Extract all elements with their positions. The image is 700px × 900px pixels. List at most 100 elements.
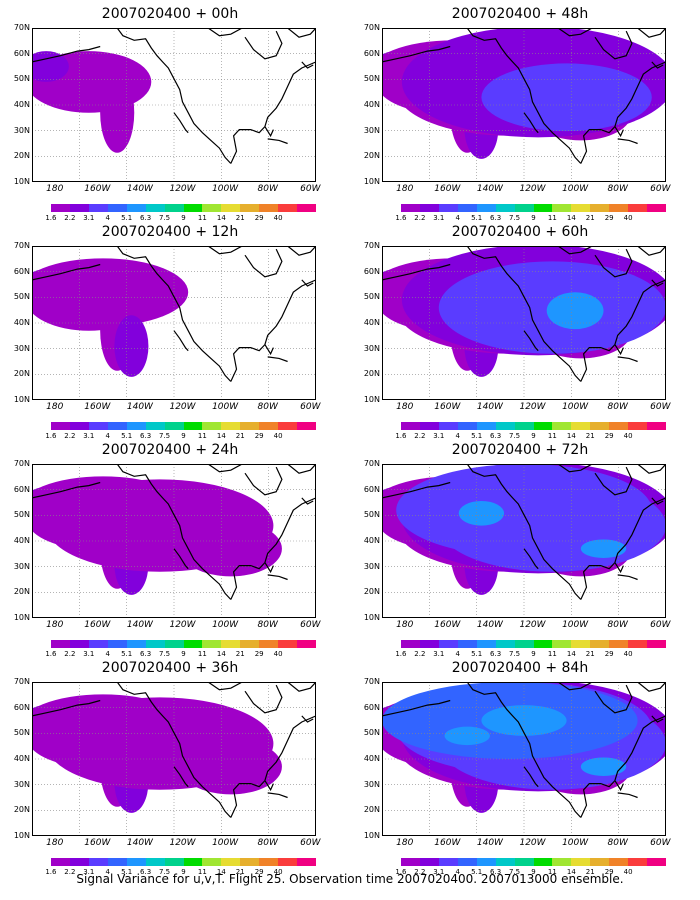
coastline: [173, 112, 189, 134]
colorbar-label: 14: [566, 432, 576, 440]
colorbar-swatch: [552, 204, 572, 212]
colorbar-swatch: [202, 422, 222, 430]
lon-label: 60W: [300, 620, 321, 630]
coastline: [244, 684, 283, 714]
colorbar-label: 40: [273, 650, 283, 658]
panel-title: 2007020400 + 36h: [101, 660, 239, 676]
lat-label: 60N: [13, 702, 30, 712]
colorbar-swatch: [107, 858, 127, 866]
coastline: [614, 562, 624, 574]
colorbar-label: 4: [455, 650, 460, 658]
colorbar-swatch: [297, 422, 317, 430]
colorbar-label: 3.1: [83, 650, 95, 658]
coastline: [523, 766, 539, 788]
colorbar-swatch: [552, 858, 572, 866]
panel-title: 2007020400 + 48h: [451, 6, 589, 22]
colorbar-swatch: [278, 422, 298, 430]
colorbar-swatch: [647, 204, 667, 212]
colorbar-label: 3.1: [433, 650, 445, 658]
colorbar-swatch: [126, 204, 146, 212]
coastline: [32, 45, 101, 63]
lat-label: 20N: [13, 151, 30, 161]
coastline: [382, 45, 451, 63]
lat-label: 50N: [363, 510, 380, 520]
lon-label: 140W: [476, 402, 503, 412]
colorbar-swatch: [202, 640, 222, 648]
colorbar-swatch: [164, 640, 184, 648]
colorbar-swatch: [533, 422, 553, 430]
coastline: [264, 562, 274, 574]
colorbar-label: 1.6: [395, 868, 407, 876]
colorbar-swatch: [221, 422, 241, 430]
coastline: [466, 246, 582, 382]
coastline: [382, 481, 451, 499]
coastline: [32, 263, 101, 281]
colorbar-swatch: [240, 640, 260, 648]
colorbar-swatch: [259, 422, 279, 430]
lat-label: 30N: [13, 125, 30, 135]
coastline: [617, 792, 638, 799]
colorbar-label: 4: [105, 650, 110, 658]
coastline: [301, 279, 314, 287]
lon-label: 80W: [607, 838, 628, 848]
map-frame: [382, 682, 666, 836]
lon-label: 140W: [126, 838, 153, 848]
colorbar-swatch: [476, 858, 496, 866]
colorbar-label: 7.5: [508, 214, 521, 222]
colorbar-swatch: [183, 858, 203, 866]
colorbar-swatch: [571, 640, 591, 648]
lon-label: 120W: [169, 838, 196, 848]
lat-label: 40N: [13, 754, 30, 763]
coastline: [617, 574, 638, 581]
coastline: [614, 126, 624, 138]
colorbar-swatch: [382, 204, 401, 212]
colorbar-label: 29: [604, 214, 614, 222]
lat-label: 70N: [13, 241, 30, 250]
lon-label: 180: [396, 620, 414, 630]
lon-label: 120W: [519, 620, 546, 630]
coastline: [557, 28, 593, 37]
lat-label: 10N: [363, 177, 380, 186]
colorbar-label: 14: [216, 868, 226, 876]
lat-label: 70N: [363, 23, 380, 32]
coastline: [230, 715, 316, 818]
colorbar-label: 3.1: [83, 432, 95, 440]
colorbar-swatch: [50, 422, 70, 430]
colorbar-swatch: [476, 640, 496, 648]
lon-label: 120W: [169, 620, 196, 630]
coastline: [466, 464, 582, 600]
coastline: [244, 466, 283, 496]
panel-title: 2007020400 + 24h: [101, 442, 239, 458]
lon-label: 80W: [607, 184, 628, 194]
coastline: [580, 279, 666, 382]
colorbar-swatch: [400, 640, 420, 648]
lat-label: 60N: [363, 702, 380, 712]
lon-label: 180: [46, 620, 64, 630]
lat-label: 30N: [13, 561, 30, 571]
coastline: [230, 279, 316, 382]
colorbar-swatch: [240, 204, 260, 212]
coastline: [580, 497, 666, 600]
coastline: [116, 28, 232, 164]
colorbar-swatch: [533, 858, 553, 866]
lon-label: 180: [46, 402, 64, 412]
colorbar-swatch: [221, 640, 241, 648]
lat-label: 20N: [13, 587, 30, 597]
colorbar-label: 14: [216, 650, 226, 658]
colorbar-swatch: [590, 640, 610, 648]
lat-label: 60N: [13, 48, 30, 58]
lon-label: 160W: [434, 184, 461, 194]
variance-contour: [179, 520, 282, 577]
lat-label: 50N: [13, 74, 30, 84]
colorbar-swatch: [514, 640, 534, 648]
map-frame: [382, 464, 666, 618]
coastline: [267, 792, 288, 799]
variance-contour: [546, 292, 604, 330]
lon-label: 120W: [519, 838, 546, 848]
coastline: [594, 30, 633, 60]
colorbar-swatch: [609, 422, 629, 430]
colorbar-swatch: [400, 204, 420, 212]
colorbar-label: 29: [254, 214, 264, 222]
variance-contour: [114, 315, 149, 377]
coastline: [557, 682, 593, 691]
